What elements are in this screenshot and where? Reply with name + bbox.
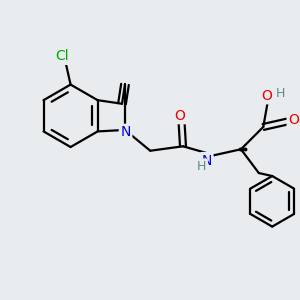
Text: O: O	[288, 113, 299, 127]
Text: Cl: Cl	[56, 49, 69, 63]
Text: O: O	[175, 109, 185, 123]
Text: H: H	[197, 160, 206, 173]
Text: O: O	[261, 89, 272, 103]
Text: N: N	[202, 154, 212, 168]
Text: H: H	[275, 87, 285, 100]
Text: N: N	[120, 125, 131, 139]
